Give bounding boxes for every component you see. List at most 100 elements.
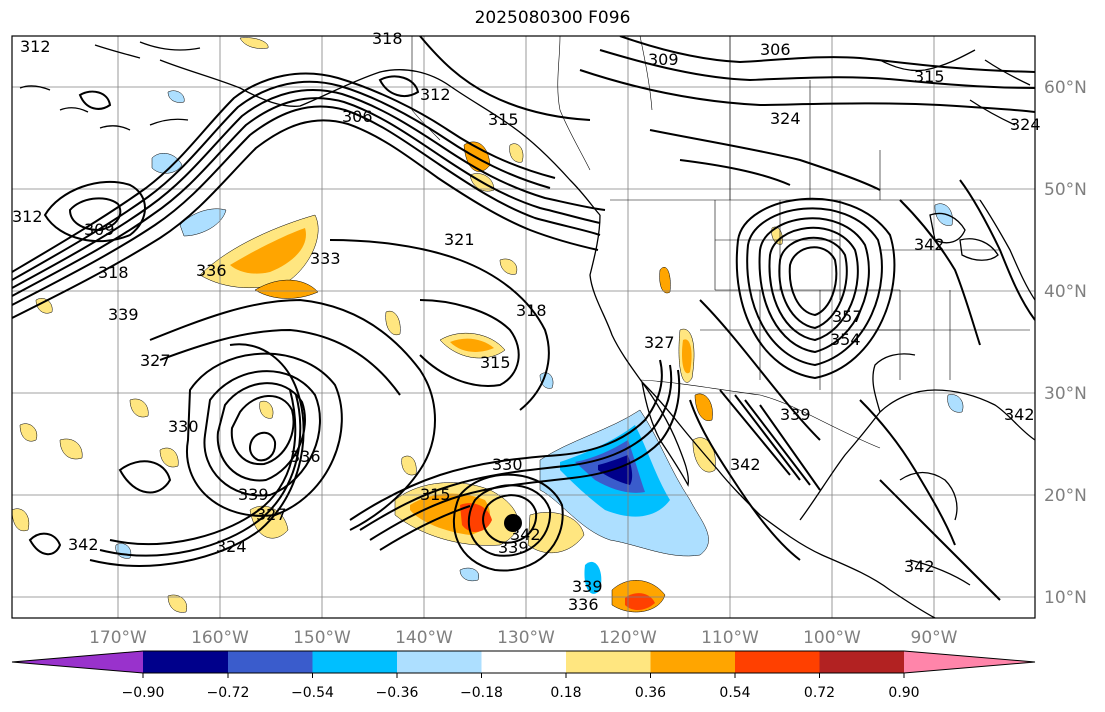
contour-label: 342 [914,235,945,254]
colorbar-segment [650,651,735,673]
contour-label: 312 [12,207,43,226]
lat-tick-label: 50°N [1044,180,1087,200]
contour-label: 333 [310,249,341,268]
contour-label: 315 [480,353,511,372]
shade-patch [694,393,713,422]
colorbar-segment [12,651,143,673]
lon-tick-label: 130°W [497,628,555,648]
colorbar-tick-label: −0.54 [291,685,334,701]
shade-patch [499,258,518,275]
colorbar-segment [397,651,482,673]
colorbar: −0.90 −0.72 −0.54 −0.36 −0.18 0.18 0.36 … [11,650,1036,701]
political-borders [411,36,1030,449]
shade-patch [159,447,179,468]
shade-patch [151,153,183,174]
contour-label: 342 [730,455,761,474]
shade-patch [12,508,30,532]
shade-patch [167,594,188,613]
contour-label: 306 [342,107,373,126]
shade-patch [129,398,149,418]
shade-patch [509,143,524,163]
shade-patch [598,455,633,485]
shade-patch [681,339,692,374]
contour-label: 312 [420,85,451,104]
contour-label: 339 [498,538,529,557]
lat-tick-label: 40°N [1044,282,1087,302]
shade-patch [459,567,480,582]
shade-patch [450,338,494,352]
contour-label: 318 [98,263,129,282]
height-contours [12,36,1035,601]
colorbar-segment [566,651,651,673]
contour-label: 312 [20,37,51,56]
lat-tick-label: 60°N [1044,78,1087,98]
contour-label: 324 [1010,115,1041,134]
lon-tick-label: 160°W [191,628,249,648]
shade-patch [19,423,38,442]
contour-label: 342 [904,557,935,576]
lat-tick-label: 10°N [1044,588,1087,608]
contour-label: 339 [572,577,603,596]
contour-label: 324 [216,537,247,556]
shade-patch [254,279,319,299]
contour-label-group: 312 318 309 306 315 324 324 306 312 315 … [12,29,1041,614]
colorbar-tick-label: −0.90 [122,685,165,701]
contour-label: 315 [488,110,519,129]
shade-patch [584,561,602,594]
shade-patch [934,203,953,226]
shade-patch [59,438,83,460]
contour-label: 309 [648,50,679,69]
shade-patch [259,400,274,419]
contour-label: 357 [832,307,863,326]
shade-patch [385,310,401,336]
contour-label: 321 [444,230,475,249]
shade-patch [947,394,964,413]
lon-tick-label: 170°W [89,628,147,648]
colorbar-segment [228,651,313,673]
map-frame [11,35,1036,619]
lat-tick-label: 30°N [1044,384,1087,404]
contour-label: 339 [238,485,269,504]
lon-tick-label: 110°W [701,628,759,648]
shade-patch [239,37,269,49]
contour-label: 315 [914,67,945,86]
lat-tick-label: 20°N [1044,486,1087,506]
contour-label: 327 [256,505,287,524]
colorbar-tick-label: 0.54 [719,685,750,701]
coastline [19,41,1035,618]
storm-center-marker [504,514,522,532]
contour-label: 336 [568,595,599,614]
lat-tick-labels: 60°N 50°N 40°N 30°N 20°N 10°N [1044,78,1087,608]
contour-label: 339 [108,305,139,324]
lon-tick-label: 120°W [599,628,657,648]
shade-patch [230,228,306,274]
shade-patch [179,208,227,237]
colorbar-segment [904,651,1035,673]
contour-label: 354 [830,330,861,349]
contour-label: 342 [1004,405,1035,424]
contour-label: 318 [372,29,403,48]
shade-patch [401,455,417,476]
colorbar-tick-label: −0.36 [376,685,419,701]
shade-patch [527,512,585,554]
lon-tick-label: 140°W [395,628,453,648]
lon-tick-label: 90°W [911,628,958,648]
contour-label: 309 [84,220,115,239]
shade-patch [167,90,185,103]
colorbar-segment [735,651,820,673]
shade-patch [659,267,671,294]
lon-tick-label: 100°W [803,628,861,648]
lon-tick-labels: 170°W 160°W 150°W 140°W 130°W 120°W 110°… [89,628,958,648]
colorbar-tick-label: −0.18 [460,685,503,701]
colorbar-tick-label: −0.72 [207,685,250,701]
shade-patch [35,298,53,314]
contour-label: 339 [780,405,811,424]
contour-label: 306 [760,40,791,59]
contour-label: 336 [290,447,321,466]
contour-label: 330 [492,455,523,474]
colorbar-segment [312,651,397,673]
contour-label: 342 [68,535,99,554]
colorbar-tick-label: 0.36 [635,685,666,701]
colorbar-tick-label: 0.72 [804,685,835,701]
